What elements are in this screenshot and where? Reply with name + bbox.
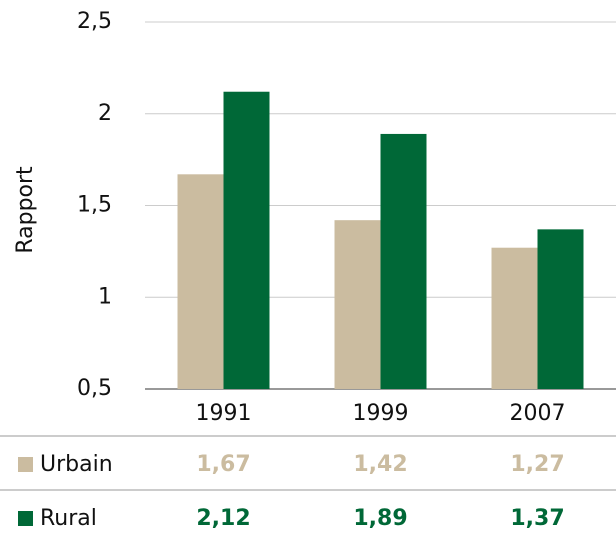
legend-swatch: [18, 511, 33, 526]
table-value: 1,37: [510, 506, 564, 531]
table-value: 2,12: [196, 506, 250, 531]
y-tick-label: 1: [98, 284, 112, 309]
y-tick-label: 1,5: [77, 193, 112, 218]
bar: [334, 220, 381, 389]
x-tick-label: 1999: [353, 401, 409, 426]
table-value: 1,89: [353, 506, 407, 531]
y-tick-label: 2: [98, 101, 112, 126]
table-value: 1,27: [510, 452, 564, 477]
table-value: 1,67: [196, 452, 250, 477]
bar: [380, 133, 427, 389]
legend-label: Urbain: [40, 452, 113, 477]
y-axis-label: Rapport: [13, 166, 38, 254]
table-value: 1,42: [353, 452, 407, 477]
bar: [223, 91, 270, 389]
legend-label: Rural: [40, 506, 97, 531]
bar: [537, 229, 584, 389]
x-tick-label: 1991: [196, 401, 252, 426]
bar: [491, 247, 538, 389]
x-tick-label: 2007: [510, 401, 566, 426]
legend-swatch: [18, 457, 33, 472]
y-tick-label: 0,5: [77, 376, 112, 401]
bar: [177, 174, 224, 389]
y-tick-label: 2,5: [77, 9, 112, 34]
